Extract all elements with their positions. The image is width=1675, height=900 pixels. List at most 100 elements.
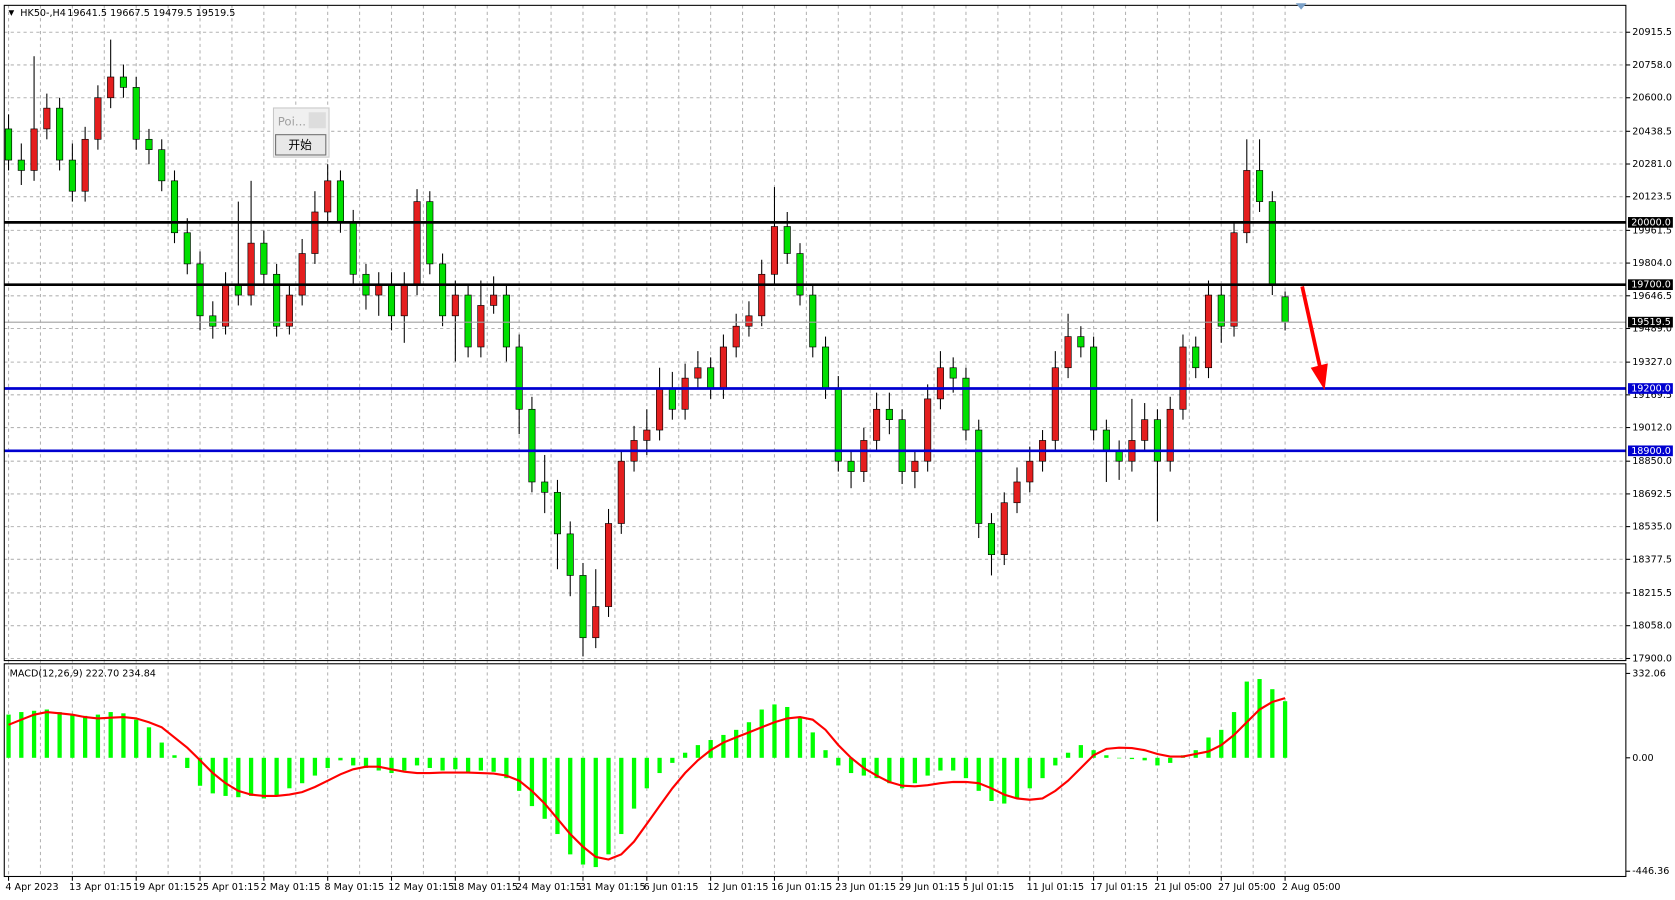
level-label: 18900.0 xyxy=(1631,446,1671,457)
macd-bar xyxy=(197,757,203,786)
main-pane-frame xyxy=(3,4,1627,662)
candle-body xyxy=(668,388,676,410)
macd-bar xyxy=(146,727,152,758)
current-price-label: 19519.5 xyxy=(1631,317,1671,328)
candle-body xyxy=(1153,419,1161,462)
x-tick-label: 24 May 01:15 xyxy=(516,882,582,893)
candle-body xyxy=(81,138,89,192)
candle-body xyxy=(502,294,510,348)
macd-bar xyxy=(899,757,905,789)
candle-body xyxy=(783,226,791,254)
y-tick-label: 20123.5 xyxy=(1632,192,1672,203)
candle-body xyxy=(222,284,230,327)
candle-body xyxy=(119,76,127,88)
candle-body xyxy=(94,97,102,140)
y-tick-label: 19646.5 xyxy=(1632,291,1672,302)
candle-body xyxy=(17,159,25,171)
arrow-annotation xyxy=(1300,286,1328,391)
macd-bar xyxy=(1065,752,1071,758)
macd-bar xyxy=(1078,745,1083,758)
y-tick-label: 20915.5 xyxy=(1632,27,1672,38)
macd-bar xyxy=(83,715,88,758)
macd-bar xyxy=(1129,757,1135,760)
candle-body xyxy=(719,346,727,389)
candle-body xyxy=(451,294,459,317)
macd-bar xyxy=(529,757,535,807)
x-tick-label: 6 Jun 01:15 xyxy=(644,882,699,893)
y-tick-label: 18377.5 xyxy=(1632,554,1672,565)
level-label-box xyxy=(1627,217,1673,228)
macd-bar xyxy=(568,757,573,855)
candle-body xyxy=(324,180,332,213)
plot xyxy=(4,39,1626,868)
x-tick-label: 13 Apr 01:15 xyxy=(69,882,132,893)
macd-name: MACD(12,26,9) xyxy=(10,668,83,679)
x-tick-label: 2 Aug 05:00 xyxy=(1282,882,1341,893)
macd-bar xyxy=(619,757,624,835)
candle-body xyxy=(566,533,574,576)
y-tick-label: 18215.5 xyxy=(1632,588,1672,599)
candle-body xyxy=(260,242,268,275)
candle-body xyxy=(796,253,804,296)
candle-body xyxy=(234,284,242,296)
macd-bar xyxy=(351,757,356,766)
macd-bar xyxy=(631,757,637,809)
macd-bar xyxy=(797,717,803,758)
macd-bar xyxy=(312,757,318,776)
open-value: 19641.5 xyxy=(67,8,107,19)
candle-body xyxy=(707,367,715,389)
widget-close[interactable] xyxy=(308,112,326,129)
candle-body xyxy=(1051,367,1059,441)
macd-bar xyxy=(185,757,190,768)
y-tick-label: 20758.0 xyxy=(1632,60,1672,71)
candle-body xyxy=(962,377,970,431)
macd-bar xyxy=(108,712,113,758)
start-button-label[interactable]: 开始 xyxy=(288,138,312,152)
candle-body xyxy=(924,398,932,462)
candle-body xyxy=(1102,429,1110,452)
candle-body xyxy=(987,523,996,555)
candle-body xyxy=(285,294,293,327)
x-tick-label: 18 May 01:15 xyxy=(452,882,518,893)
start-button[interactable] xyxy=(275,134,327,156)
macd-bar xyxy=(836,757,841,766)
candle-body xyxy=(553,492,561,535)
candle-body xyxy=(911,460,919,472)
candle-body xyxy=(617,460,625,524)
macd-bar xyxy=(657,757,662,774)
macd-bar xyxy=(682,752,688,758)
candle-body xyxy=(758,273,766,317)
candle-body xyxy=(1013,481,1021,504)
macd-bar xyxy=(325,757,330,768)
candle-body xyxy=(822,346,830,389)
x-tick-label: 27 Jul 05:00 xyxy=(1218,882,1276,893)
candle-body xyxy=(1077,336,1085,348)
y-tick-label: 19327.0 xyxy=(1632,357,1672,368)
current-price-box xyxy=(1627,316,1673,328)
macd-bar xyxy=(6,714,11,758)
macd-bar xyxy=(542,757,547,819)
shift-marker xyxy=(1295,3,1307,10)
candle-body xyxy=(1000,502,1008,555)
y-tick-label: 18850.0 xyxy=(1632,456,1672,467)
x-tick-label: 11 Jul 01:15 xyxy=(1027,882,1085,893)
macd-bar xyxy=(1270,689,1275,758)
macd-bar xyxy=(951,757,956,771)
level-label-box xyxy=(1627,279,1673,291)
macd-bar xyxy=(606,757,611,855)
candle-body xyxy=(68,159,76,192)
candle-body xyxy=(770,226,778,275)
candle-body xyxy=(400,284,408,317)
x-tick-label: 4 Apr 2023 xyxy=(5,882,58,893)
macd-bar xyxy=(338,757,343,761)
x-tick-label: 12 May 01:15 xyxy=(388,882,454,893)
candle-body xyxy=(107,76,115,99)
candle-body xyxy=(132,87,140,140)
candle-body xyxy=(1192,346,1200,369)
macd-bar xyxy=(1104,755,1109,758)
macd-bar xyxy=(580,757,586,865)
candle-body xyxy=(387,284,396,317)
macd-bar xyxy=(261,757,266,799)
macd-header: MACD(12,26,9) 222.70 234.84 xyxy=(10,668,156,679)
x-tick-label: 8 May 01:15 xyxy=(324,882,384,893)
